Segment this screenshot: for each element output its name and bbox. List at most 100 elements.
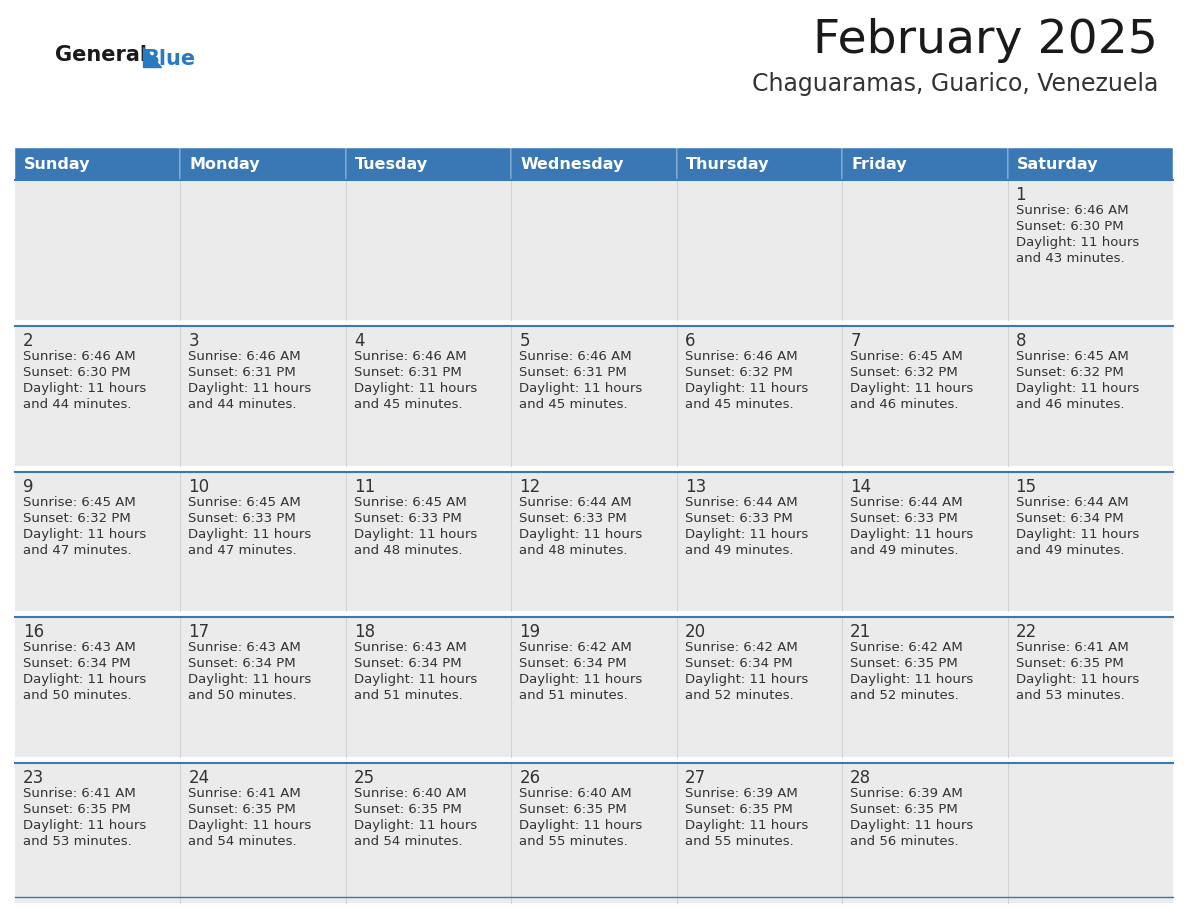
Text: 18: 18 bbox=[354, 623, 375, 642]
Text: 1: 1 bbox=[1016, 186, 1026, 204]
Text: 17: 17 bbox=[189, 623, 209, 642]
Text: Sunset: 6:33 PM: Sunset: 6:33 PM bbox=[851, 511, 958, 524]
Text: Daylight: 11 hours: Daylight: 11 hours bbox=[354, 528, 478, 541]
Text: 3: 3 bbox=[189, 331, 200, 350]
Text: 27: 27 bbox=[684, 769, 706, 788]
Text: and 46 minutes.: and 46 minutes. bbox=[851, 397, 959, 410]
Text: Sunset: 6:34 PM: Sunset: 6:34 PM bbox=[23, 657, 131, 670]
Text: Tuesday: Tuesday bbox=[355, 156, 428, 172]
Text: Sunrise: 6:46 AM: Sunrise: 6:46 AM bbox=[519, 350, 632, 363]
Text: Daylight: 11 hours: Daylight: 11 hours bbox=[189, 528, 311, 541]
Text: Daylight: 11 hours: Daylight: 11 hours bbox=[519, 674, 643, 687]
Text: Sunrise: 6:43 AM: Sunrise: 6:43 AM bbox=[354, 642, 467, 655]
Text: Daylight: 11 hours: Daylight: 11 hours bbox=[684, 819, 808, 833]
Text: Daylight: 11 hours: Daylight: 11 hours bbox=[851, 528, 973, 541]
Bar bbox=[15, 326, 1173, 465]
Text: Chaguaramas, Guarico, Venezuela: Chaguaramas, Guarico, Venezuela bbox=[752, 72, 1158, 96]
Text: Daylight: 11 hours: Daylight: 11 hours bbox=[851, 382, 973, 395]
Text: Sunset: 6:32 PM: Sunset: 6:32 PM bbox=[23, 511, 131, 524]
Text: 7: 7 bbox=[851, 331, 860, 350]
Text: Sunrise: 6:40 AM: Sunrise: 6:40 AM bbox=[354, 788, 467, 800]
Text: 4: 4 bbox=[354, 331, 365, 350]
Text: Daylight: 11 hours: Daylight: 11 hours bbox=[684, 382, 808, 395]
Text: 2: 2 bbox=[23, 331, 33, 350]
Text: Sunset: 6:32 PM: Sunset: 6:32 PM bbox=[684, 365, 792, 379]
Text: Sunrise: 6:43 AM: Sunrise: 6:43 AM bbox=[189, 642, 302, 655]
Text: Sunrise: 6:44 AM: Sunrise: 6:44 AM bbox=[1016, 496, 1129, 509]
Text: and 45 minutes.: and 45 minutes. bbox=[354, 397, 462, 410]
Text: Daylight: 11 hours: Daylight: 11 hours bbox=[354, 382, 478, 395]
Bar bbox=[15, 618, 1173, 757]
Text: Daylight: 11 hours: Daylight: 11 hours bbox=[1016, 236, 1139, 249]
Text: Sunset: 6:31 PM: Sunset: 6:31 PM bbox=[354, 365, 462, 379]
Text: and 50 minutes.: and 50 minutes. bbox=[23, 689, 132, 702]
Text: Sunrise: 6:46 AM: Sunrise: 6:46 AM bbox=[684, 350, 797, 363]
Text: Sunset: 6:35 PM: Sunset: 6:35 PM bbox=[189, 803, 296, 816]
Text: 8: 8 bbox=[1016, 331, 1026, 350]
Text: and 45 minutes.: and 45 minutes. bbox=[519, 397, 628, 410]
Text: Sunset: 6:32 PM: Sunset: 6:32 PM bbox=[1016, 365, 1124, 379]
Text: Daylight: 11 hours: Daylight: 11 hours bbox=[684, 528, 808, 541]
Text: Sunset: 6:35 PM: Sunset: 6:35 PM bbox=[851, 657, 958, 670]
Text: 23: 23 bbox=[23, 769, 44, 788]
Text: Sunrise: 6:45 AM: Sunrise: 6:45 AM bbox=[851, 350, 963, 363]
Text: Sunset: 6:35 PM: Sunset: 6:35 PM bbox=[684, 803, 792, 816]
Text: 10: 10 bbox=[189, 477, 209, 496]
Text: February 2025: February 2025 bbox=[813, 18, 1158, 63]
Text: Sunrise: 6:43 AM: Sunrise: 6:43 AM bbox=[23, 642, 135, 655]
Text: Sunset: 6:32 PM: Sunset: 6:32 PM bbox=[851, 365, 958, 379]
Text: and 51 minutes.: and 51 minutes. bbox=[354, 689, 462, 702]
Text: Sunrise: 6:46 AM: Sunrise: 6:46 AM bbox=[189, 350, 301, 363]
Text: and 48 minutes.: and 48 minutes. bbox=[354, 543, 462, 556]
Text: Daylight: 11 hours: Daylight: 11 hours bbox=[519, 382, 643, 395]
Text: Sunrise: 6:45 AM: Sunrise: 6:45 AM bbox=[189, 496, 302, 509]
Text: Sunset: 6:33 PM: Sunset: 6:33 PM bbox=[354, 511, 462, 524]
Text: Sunrise: 6:41 AM: Sunrise: 6:41 AM bbox=[23, 788, 135, 800]
Text: Sunrise: 6:44 AM: Sunrise: 6:44 AM bbox=[851, 496, 962, 509]
Text: Daylight: 11 hours: Daylight: 11 hours bbox=[1016, 528, 1139, 541]
Text: Sunrise: 6:45 AM: Sunrise: 6:45 AM bbox=[23, 496, 135, 509]
Text: Sunrise: 6:45 AM: Sunrise: 6:45 AM bbox=[1016, 350, 1129, 363]
Text: Friday: Friday bbox=[851, 156, 906, 172]
Text: Sunrise: 6:46 AM: Sunrise: 6:46 AM bbox=[354, 350, 467, 363]
Text: and 54 minutes.: and 54 minutes. bbox=[189, 835, 297, 848]
Text: Thursday: Thursday bbox=[685, 156, 769, 172]
Text: 16: 16 bbox=[23, 623, 44, 642]
Text: 13: 13 bbox=[684, 477, 706, 496]
Text: Monday: Monday bbox=[189, 156, 260, 172]
Text: Wednesday: Wednesday bbox=[520, 156, 624, 172]
Text: Daylight: 11 hours: Daylight: 11 hours bbox=[23, 819, 146, 833]
Text: Sunrise: 6:40 AM: Sunrise: 6:40 AM bbox=[519, 788, 632, 800]
Text: Sunset: 6:31 PM: Sunset: 6:31 PM bbox=[519, 365, 627, 379]
Text: 12: 12 bbox=[519, 477, 541, 496]
Text: Sunrise: 6:41 AM: Sunrise: 6:41 AM bbox=[1016, 642, 1129, 655]
Text: Sunrise: 6:42 AM: Sunrise: 6:42 AM bbox=[519, 642, 632, 655]
Text: 21: 21 bbox=[851, 623, 871, 642]
Text: and 43 minutes.: and 43 minutes. bbox=[1016, 252, 1124, 265]
Text: Sunrise: 6:44 AM: Sunrise: 6:44 AM bbox=[519, 496, 632, 509]
Text: Sunrise: 6:39 AM: Sunrise: 6:39 AM bbox=[684, 788, 797, 800]
Text: and 52 minutes.: and 52 minutes. bbox=[684, 689, 794, 702]
Text: 19: 19 bbox=[519, 623, 541, 642]
Text: and 50 minutes.: and 50 minutes. bbox=[189, 689, 297, 702]
Text: Sunrise: 6:39 AM: Sunrise: 6:39 AM bbox=[851, 788, 963, 800]
Bar bbox=[511, 148, 677, 180]
Text: Sunset: 6:34 PM: Sunset: 6:34 PM bbox=[354, 657, 461, 670]
Text: and 51 minutes.: and 51 minutes. bbox=[519, 689, 628, 702]
Text: 25: 25 bbox=[354, 769, 375, 788]
Text: Daylight: 11 hours: Daylight: 11 hours bbox=[851, 674, 973, 687]
Text: Sunset: 6:33 PM: Sunset: 6:33 PM bbox=[519, 511, 627, 524]
Text: Sunset: 6:35 PM: Sunset: 6:35 PM bbox=[354, 803, 462, 816]
Text: and 46 minutes.: and 46 minutes. bbox=[1016, 397, 1124, 410]
Text: Sunset: 6:34 PM: Sunset: 6:34 PM bbox=[684, 657, 792, 670]
Text: Daylight: 11 hours: Daylight: 11 hours bbox=[189, 819, 311, 833]
Text: 15: 15 bbox=[1016, 477, 1037, 496]
Bar bbox=[842, 148, 1007, 180]
Text: and 53 minutes.: and 53 minutes. bbox=[1016, 689, 1124, 702]
Text: Sunday: Sunday bbox=[24, 156, 90, 172]
Text: Sunrise: 6:46 AM: Sunrise: 6:46 AM bbox=[1016, 204, 1129, 217]
Polygon shape bbox=[143, 47, 162, 67]
Text: and 48 minutes.: and 48 minutes. bbox=[519, 543, 627, 556]
Text: Sunset: 6:30 PM: Sunset: 6:30 PM bbox=[1016, 220, 1123, 233]
Bar bbox=[15, 148, 181, 180]
